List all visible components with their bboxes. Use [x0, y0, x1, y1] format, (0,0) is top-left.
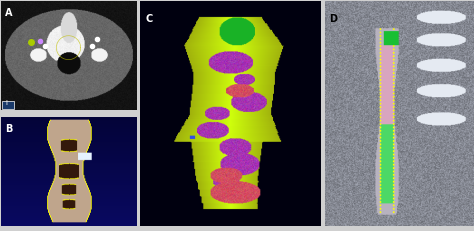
Bar	[2, 102, 14, 110]
Text: I: I	[6, 100, 8, 106]
Text: A: A	[5, 8, 12, 18]
Text: D: D	[329, 13, 337, 24]
Text: C: C	[145, 13, 153, 24]
Text: B: B	[5, 123, 12, 133]
